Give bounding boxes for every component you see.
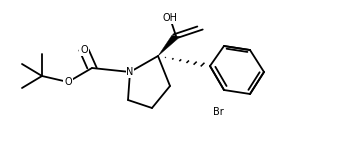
Text: Br: Br <box>213 107 223 117</box>
Text: OH: OH <box>163 13 177 23</box>
Text: O: O <box>64 77 72 87</box>
Text: N: N <box>126 67 134 77</box>
Text: O: O <box>80 45 88 55</box>
Polygon shape <box>158 35 180 56</box>
